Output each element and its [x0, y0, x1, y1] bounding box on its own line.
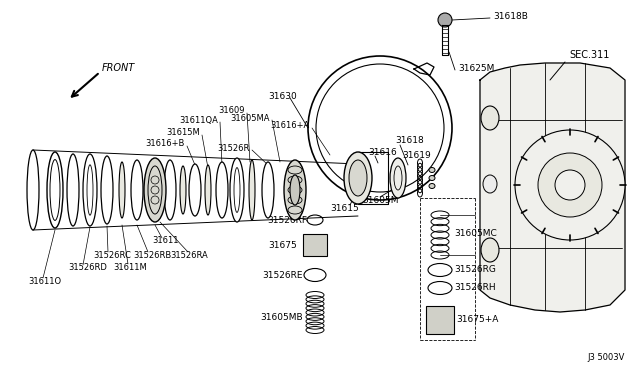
Ellipse shape: [27, 150, 39, 230]
Ellipse shape: [164, 160, 176, 220]
Circle shape: [515, 130, 625, 240]
Text: 31625M: 31625M: [458, 64, 494, 73]
Text: 31526RG: 31526RG: [454, 266, 496, 275]
Text: 31526RE: 31526RE: [262, 270, 303, 279]
Ellipse shape: [284, 160, 306, 220]
Text: J3 5003V: J3 5003V: [588, 353, 625, 362]
Ellipse shape: [216, 162, 228, 218]
Text: 31615M: 31615M: [166, 128, 200, 137]
Ellipse shape: [67, 154, 79, 226]
Text: 31611: 31611: [152, 235, 179, 244]
Text: SEC.311: SEC.311: [570, 50, 610, 60]
Text: 31605MB: 31605MB: [260, 314, 303, 323]
Text: 31526R: 31526R: [218, 144, 250, 153]
Ellipse shape: [429, 167, 435, 173]
Text: 31526RF: 31526RF: [267, 215, 307, 224]
Ellipse shape: [481, 238, 499, 262]
Ellipse shape: [483, 175, 497, 193]
Text: 31609: 31609: [218, 106, 245, 115]
Text: 31675+A: 31675+A: [456, 315, 499, 324]
Text: 31618B: 31618B: [493, 12, 528, 20]
Text: 31526RA: 31526RA: [170, 250, 208, 260]
Ellipse shape: [249, 160, 255, 220]
Text: 31526RD: 31526RD: [68, 263, 107, 273]
Ellipse shape: [262, 162, 274, 218]
Ellipse shape: [131, 160, 143, 220]
Text: 31618: 31618: [395, 135, 424, 144]
Ellipse shape: [101, 156, 113, 224]
Text: 31619: 31619: [402, 151, 431, 160]
Ellipse shape: [83, 154, 97, 226]
Ellipse shape: [119, 162, 125, 218]
Text: 31605M: 31605M: [362, 196, 399, 205]
Polygon shape: [480, 63, 625, 312]
Ellipse shape: [189, 164, 201, 216]
Text: 31630: 31630: [268, 92, 297, 100]
Text: 31611QA: 31611QA: [179, 115, 218, 125]
Text: 31675: 31675: [268, 241, 297, 250]
Ellipse shape: [344, 152, 372, 204]
Ellipse shape: [429, 183, 435, 189]
Text: 31615: 31615: [330, 203, 359, 212]
Ellipse shape: [429, 176, 435, 180]
Text: FRONT: FRONT: [102, 63, 135, 73]
Text: 31526RB: 31526RB: [133, 250, 172, 260]
Ellipse shape: [180, 166, 186, 214]
Ellipse shape: [481, 106, 499, 130]
Text: 31611O: 31611O: [28, 278, 61, 286]
Ellipse shape: [230, 158, 244, 222]
Text: 31616+B: 31616+B: [146, 138, 185, 148]
Ellipse shape: [390, 158, 406, 198]
Text: 31605MC: 31605MC: [454, 228, 497, 237]
Text: 31526RC: 31526RC: [93, 250, 131, 260]
Bar: [303, 234, 327, 256]
Text: 31605MA: 31605MA: [230, 113, 270, 122]
Text: 31526RH: 31526RH: [454, 283, 495, 292]
Text: 31616+A: 31616+A: [271, 121, 310, 129]
Ellipse shape: [290, 175, 300, 205]
Ellipse shape: [349, 160, 367, 196]
Circle shape: [438, 13, 452, 27]
Ellipse shape: [144, 158, 166, 222]
Circle shape: [538, 153, 602, 217]
Text: 31616: 31616: [368, 148, 397, 157]
Circle shape: [555, 170, 585, 200]
Bar: [426, 306, 454, 334]
Text: 31611M: 31611M: [113, 263, 147, 272]
Ellipse shape: [205, 165, 211, 215]
